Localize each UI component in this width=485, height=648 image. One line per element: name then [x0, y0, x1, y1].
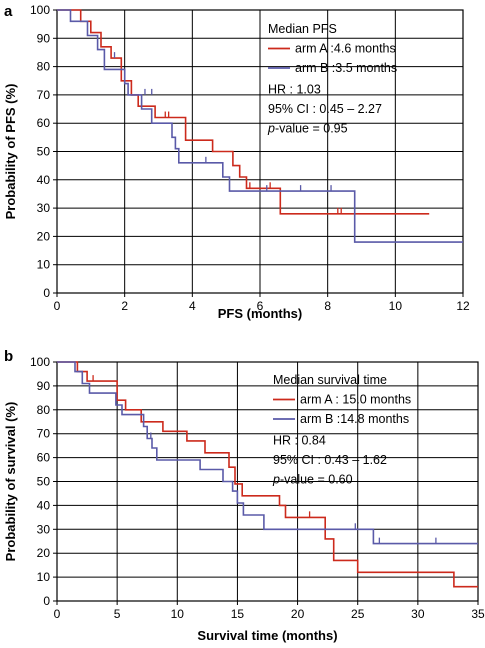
legend-stat: 95% CI : 0.43 – 1.62: [273, 453, 387, 467]
x-tick-label: 30: [411, 607, 425, 621]
y-tick-label: 70: [37, 427, 51, 441]
x-tick-label: 12: [456, 299, 470, 313]
legend-entry: arm A : 15.0 months: [300, 393, 411, 407]
chart-panel-a: 0 2 4 6 8 10 12 0 10 20 30 40 50 60 70 80 90 100 a PFS (mon…: [3, 3, 470, 321]
legend-stat: p-value = 0.60: [272, 473, 353, 487]
x-tick-label: 20: [291, 607, 305, 621]
y-tick-label: 90: [37, 379, 51, 393]
legend-stat: HR : 1.03: [268, 83, 321, 97]
survival-curve-arm-b: [57, 9, 463, 243]
y-tick-label: 50: [37, 475, 51, 489]
y-tick-label: 90: [37, 31, 51, 45]
x-tick-label: 0: [54, 299, 61, 313]
y-tick-label: 20: [37, 546, 51, 560]
y-tick-label: 40: [37, 173, 51, 187]
y-axis-label: Probability of survival (%): [3, 402, 18, 562]
y-tick-label: 100: [30, 3, 50, 17]
legend-stat: p-value = 0.95: [267, 122, 348, 136]
x-tick-label: 8: [324, 299, 331, 313]
x-axis-label: Survival time (months): [197, 628, 337, 643]
panel-letter: a: [4, 3, 13, 20]
x-tick-label: 10: [389, 299, 403, 313]
x-tick-label: 10: [171, 607, 185, 621]
y-tick-label: 100: [30, 355, 50, 369]
y-tick-label: 70: [37, 88, 51, 102]
legend-title: Median survival time: [273, 373, 387, 387]
legend-title: Median PFS: [268, 22, 337, 36]
panel-letter: b: [4, 348, 13, 365]
x-tick-label: 2: [121, 299, 128, 313]
legend-stat-italic: p: [272, 473, 280, 487]
y-tick-label: 10: [37, 258, 51, 272]
y-tick-label: 40: [37, 498, 51, 512]
y-tick-label: 80: [37, 403, 51, 417]
survival-curve-arm-a: [57, 361, 478, 588]
legend-entry: arm B :3.5 months: [295, 61, 397, 75]
y-tick-label: 10: [37, 570, 51, 584]
y-tick-label: 20: [37, 229, 51, 243]
legend-stat-italic: p: [267, 122, 275, 136]
y-tick-label: 60: [37, 451, 51, 465]
legend-entry: arm A :4.6 months: [295, 42, 396, 56]
survival-curve-arm-a: [57, 9, 430, 215]
y-tick-label: 0: [43, 286, 50, 300]
y-tick-label: 0: [43, 594, 50, 608]
x-axis-label: PFS (months): [218, 306, 303, 321]
chart-panel-b: 0 5 10 15 20 25 30 35 0 10 20 30 40 50 60 70 80 90 100 b Sur…: [3, 348, 485, 643]
legend-entry: arm B :14.8 months: [300, 412, 409, 426]
y-tick-label: 50: [37, 145, 51, 159]
x-tick-label: 25: [351, 607, 365, 621]
x-tick-label: 6: [257, 299, 264, 313]
x-tick-label: 0: [54, 607, 61, 621]
survival-curve-arm-b: [57, 361, 478, 545]
y-axis-label: Probability of PFS (%): [3, 84, 18, 220]
legend-stat: HR : 0.84: [273, 434, 326, 448]
x-tick-label: 15: [231, 607, 245, 621]
legend-stat: 95% CI : 0.45 – 2.27: [268, 102, 382, 116]
legend: Median PFS arm A :4.6 months arm B :3.5 mo…: [267, 22, 397, 136]
x-tick-label: 5: [114, 607, 121, 621]
legend: Median survival time arm A : 15.0 months a…: [272, 373, 411, 487]
x-tick-label: 4: [189, 299, 196, 313]
x-tick-label: 35: [471, 607, 485, 621]
y-tick-label: 80: [37, 60, 51, 74]
legend-stat-text: -value = 0.95: [275, 122, 348, 136]
legend-stat-text: -value = 0.60: [280, 473, 353, 487]
y-tick-label: 60: [37, 116, 51, 130]
y-tick-label: 30: [37, 201, 51, 215]
y-tick-label: 30: [37, 522, 51, 536]
